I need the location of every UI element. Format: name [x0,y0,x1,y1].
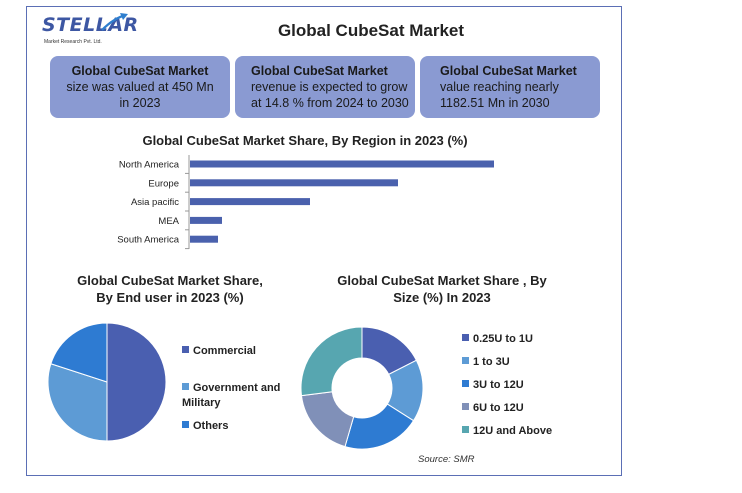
end-user-slice [106,322,167,442]
legend-label: 3U to 12U [473,379,524,391]
legend-item: 6U to 12U [462,401,524,416]
title-line: Global CubeSat Market Share , By [337,273,547,288]
card-line: size was valued at 450 Mn [66,80,214,94]
legend-swatch [182,421,189,428]
region-tick-label: MEA [158,216,179,227]
region-tick-label: North America [119,160,180,171]
legend-label: Military [182,397,221,409]
legend-item: Others [182,419,228,434]
stat-card-size: Global CubeSat Market size was valued at… [50,56,230,118]
title-line: Global CubeSat Market Share, [77,273,263,288]
size-donut-chart [300,326,424,450]
legend-swatch [462,426,469,433]
legend-item: 3U to 12U [462,378,524,393]
end-user-slice [47,363,108,442]
legend-swatch [182,383,189,390]
legend-item: Government and Military [182,381,280,411]
card-line: value reaching nearly [440,80,559,94]
legend-label: Commercial [193,345,256,357]
legend-swatch [182,346,189,353]
stellar-logo: STELLAR Market Research Pvt. Ltd. [42,12,138,50]
stat-card-forecast: Global CubeSat Market value reaching nea… [420,56,600,118]
region-chart-title: Global CubeSat Market Share, By Region i… [142,133,468,148]
legend-item: 0.25U to 1U [462,332,533,347]
region-bar [190,235,218,243]
logo-swoosh-icon [101,13,128,31]
source-note: Source: SMR [418,454,475,465]
legend-swatch [462,334,469,341]
card-heading: Global CubeSat Market [440,64,577,78]
region-bar [190,198,310,206]
card-heading: Global CubeSat Market [71,64,209,78]
legend-label: 0.25U to 1U [473,333,533,345]
legend-label: Government and [193,382,281,394]
legend-item: 1 to 3U [462,355,510,370]
legend-swatch [462,403,469,410]
card-line: in 2023 [119,96,161,110]
card-heading: Global CubeSat Market [251,64,388,78]
title-line: By End user in 2023 (%) [96,290,244,305]
legend-swatch [462,380,469,387]
region-tick-label: Europe [148,178,179,189]
legend-label: 1 to 3U [473,356,510,368]
legend-swatch [462,357,469,364]
legend-item: 12U and Above [462,424,552,439]
card-line: revenue is expected to grow [251,80,408,94]
stat-card-growth: Global CubeSat Market revenue is expecte… [235,56,415,118]
logo-tagline: Market Research Pvt. Ltd. [44,39,102,45]
end-user-chart-title: Global CubeSat Market Share, By End user… [60,272,280,306]
card-line: at 14.8 % from 2024 to 2030 [251,96,409,110]
legend-item: Commercial [182,344,256,359]
region-bar [190,179,398,187]
page-title: Global CubeSat Market [277,21,465,40]
legend-label: Others [193,420,229,432]
end-user-slice [50,322,108,383]
size-chart-title: Global CubeSat Market Share , By Size (%… [332,272,552,306]
title-line: Size (%) In 2023 [393,290,491,305]
region-tick-label: South America [117,235,179,246]
legend-label: 6U to 12U [473,402,524,414]
end-user-pie-chart [47,322,167,442]
size-slice [300,391,355,448]
region-bar-chart: North America Europe Asia pacific MEA South … [117,155,494,250]
card-line: 1182.51 Mn in 2030 [440,96,550,110]
region-tick-label: Asia pacific [131,197,179,208]
region-bar [190,160,494,168]
size-slice [300,326,363,397]
region-bar [190,216,222,224]
legend-label: 12U and Above [473,425,553,437]
